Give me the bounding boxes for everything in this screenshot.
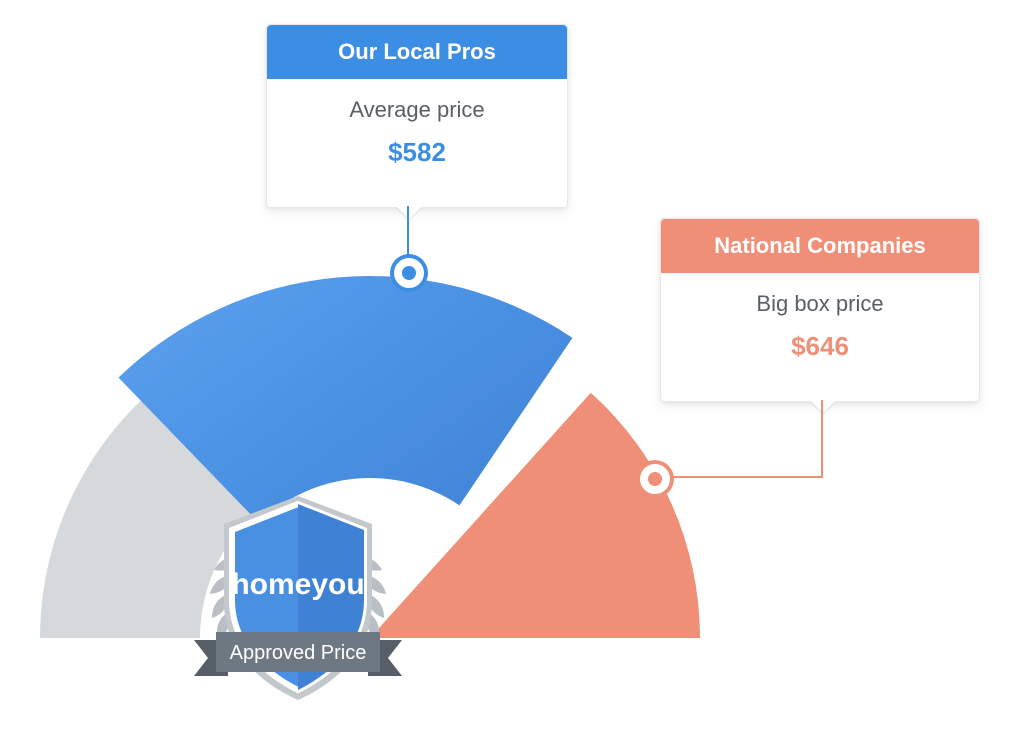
callout-connector bbox=[658, 476, 823, 478]
callout-local-pros: Our Local Pros Average price $582 bbox=[266, 24, 568, 208]
callout-national-header: National Companies bbox=[661, 219, 979, 273]
badge-ribbon-text: Approved Price bbox=[230, 642, 367, 664]
callout-local-price: $582 bbox=[277, 137, 557, 168]
callout-local-header: Our Local Pros bbox=[267, 25, 567, 79]
gauge-marker-national bbox=[640, 464, 670, 494]
callout-national-subtitle: Big box price bbox=[671, 291, 969, 317]
approved-price-badge: homeyou Approved Price bbox=[188, 490, 408, 726]
gauge-marker-local bbox=[394, 258, 424, 288]
callout-connector bbox=[821, 400, 823, 478]
callout-national-companies: National Companies Big box price $646 bbox=[660, 218, 980, 402]
callout-local-pointer bbox=[397, 207, 421, 219]
shield-icon: homeyou Approved Price bbox=[188, 490, 408, 726]
badge-brand-text: homeyou bbox=[231, 568, 364, 601]
callout-national-price: $646 bbox=[671, 331, 969, 362]
price-comparison-infographic: Our Local Pros Average price $582 Nation… bbox=[0, 0, 1024, 738]
callout-national-pointer bbox=[811, 401, 835, 413]
callout-local-subtitle: Average price bbox=[277, 97, 557, 123]
